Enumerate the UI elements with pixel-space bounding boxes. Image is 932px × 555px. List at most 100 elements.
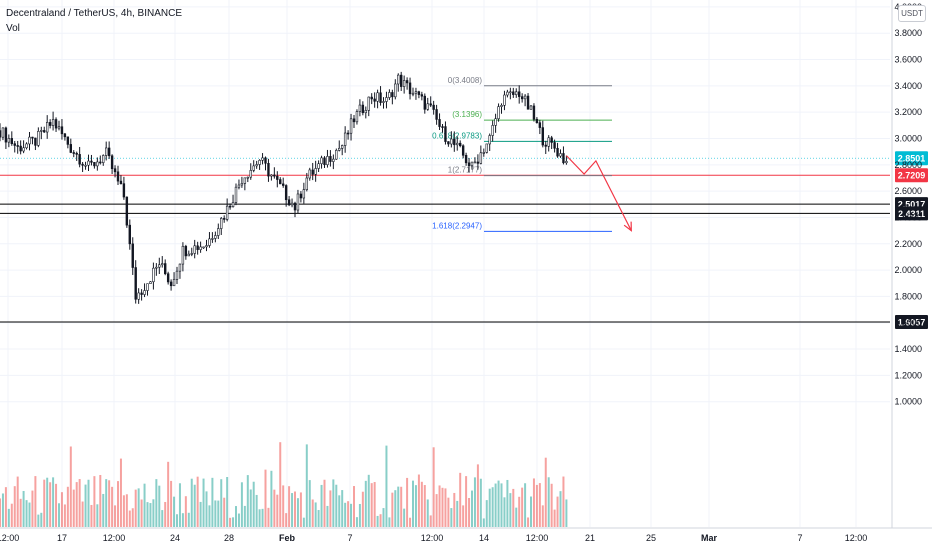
volume-bar — [341, 490, 344, 527]
volume-bar — [84, 484, 87, 527]
y-tick-label: 2.0000 — [894, 265, 922, 275]
candle-body — [84, 164, 87, 167]
y-tick-label: 3.6000 — [894, 55, 922, 65]
y-tick-label: 3.0000 — [894, 134, 922, 144]
projection-arrow[interactable] — [565, 155, 632, 232]
candle-body — [385, 97, 388, 102]
candle-body — [464, 155, 468, 164]
candle-body — [63, 133, 67, 138]
candle-body — [13, 143, 16, 146]
candle-body — [19, 145, 22, 152]
candle-body — [205, 245, 208, 248]
projection-path[interactable] — [565, 155, 632, 231]
level-badge — [895, 168, 928, 183]
volume-bar — [311, 499, 314, 527]
candle-body — [293, 202, 297, 211]
candle-body — [16, 145, 19, 147]
x-tick-label: 28 — [224, 533, 234, 543]
volume-bar — [524, 483, 527, 527]
candle-body — [503, 94, 506, 106]
volume-bar — [108, 480, 111, 527]
x-tick-label: 12:00 — [526, 533, 549, 543]
volume-indicator-label[interactable]: Vol — [6, 23, 20, 34]
candle-body — [361, 104, 365, 114]
volume-bar — [314, 502, 317, 527]
volume-bar — [60, 492, 63, 527]
candle-body — [155, 266, 158, 269]
candle-body — [113, 168, 117, 173]
level-badge — [895, 314, 928, 329]
volume-bar — [134, 489, 137, 527]
volume-bar — [184, 496, 187, 527]
volume-bar — [52, 477, 55, 527]
volume-bar — [99, 474, 102, 527]
candle-body — [547, 137, 550, 147]
volume-bar — [211, 477, 214, 527]
x-tick-label: 12:00 — [421, 533, 444, 543]
volume-bar — [229, 517, 232, 527]
volume-bar — [559, 491, 562, 527]
candle-body — [488, 135, 491, 145]
volume-bar — [417, 474, 420, 527]
volume-bar — [335, 484, 338, 527]
volume-bar — [302, 517, 305, 527]
y-tick-label: 2.2000 — [894, 239, 922, 249]
volume-bar — [140, 499, 143, 527]
volume-bar — [235, 506, 237, 527]
candle-body — [408, 82, 412, 95]
y-tick-label: 1.6000 — [894, 318, 922, 328]
volume-bar — [364, 480, 367, 527]
symbol-title[interactable]: Decentraland / TetherUS, 4h, BINANCE — [6, 8, 183, 19]
candle-body — [116, 171, 120, 182]
volume-bar — [397, 486, 400, 527]
volume-bar — [391, 492, 394, 527]
volume-bar — [358, 503, 361, 527]
volume-bar — [43, 479, 46, 527]
y-tick-label: 2.6000 — [894, 186, 922, 196]
volume-bar — [488, 488, 491, 527]
volume-bar — [355, 517, 358, 527]
candle-body — [379, 92, 382, 103]
volume-bar — [31, 490, 34, 527]
candle-body — [199, 246, 202, 250]
candle-body — [267, 163, 270, 177]
candle-body — [237, 184, 241, 188]
candle-body — [143, 290, 146, 295]
volume-bar — [426, 499, 429, 527]
fibonacci-retracement[interactable]: 0(3.4008) (3.1396) 0.618(2.9783) 1(2.7177) 1… — [432, 76, 612, 232]
volume-bar — [468, 498, 471, 527]
candle-body — [48, 122, 52, 126]
candle-body — [402, 80, 406, 87]
volume-bar — [530, 496, 532, 527]
candle-body — [125, 196, 129, 226]
volume-bar — [420, 481, 423, 527]
candle-body — [175, 270, 179, 280]
volume-bar — [332, 479, 335, 527]
candle-body — [338, 147, 341, 151]
volume-bar — [285, 513, 288, 527]
candle-body — [397, 74, 400, 85]
candle-body — [66, 136, 70, 145]
candle-body — [382, 101, 385, 103]
volume-bar — [338, 495, 341, 527]
currency-badge[interactable]: USDT — [898, 5, 926, 22]
volume-bar — [4, 487, 7, 527]
candle-body — [517, 91, 521, 97]
candle-body — [323, 157, 326, 166]
candle-body — [152, 267, 155, 283]
candle-body — [417, 91, 421, 95]
candle-body — [119, 180, 123, 184]
candle-body — [515, 91, 518, 95]
candle-body — [158, 264, 161, 268]
volume-bar — [379, 514, 382, 527]
candle-body — [258, 159, 261, 165]
volume-bar — [279, 442, 282, 527]
volume-bar — [240, 482, 243, 527]
candle-body — [110, 155, 114, 170]
volume-bar — [291, 493, 294, 527]
candle-body — [296, 193, 300, 211]
volume-bar — [471, 490, 473, 527]
